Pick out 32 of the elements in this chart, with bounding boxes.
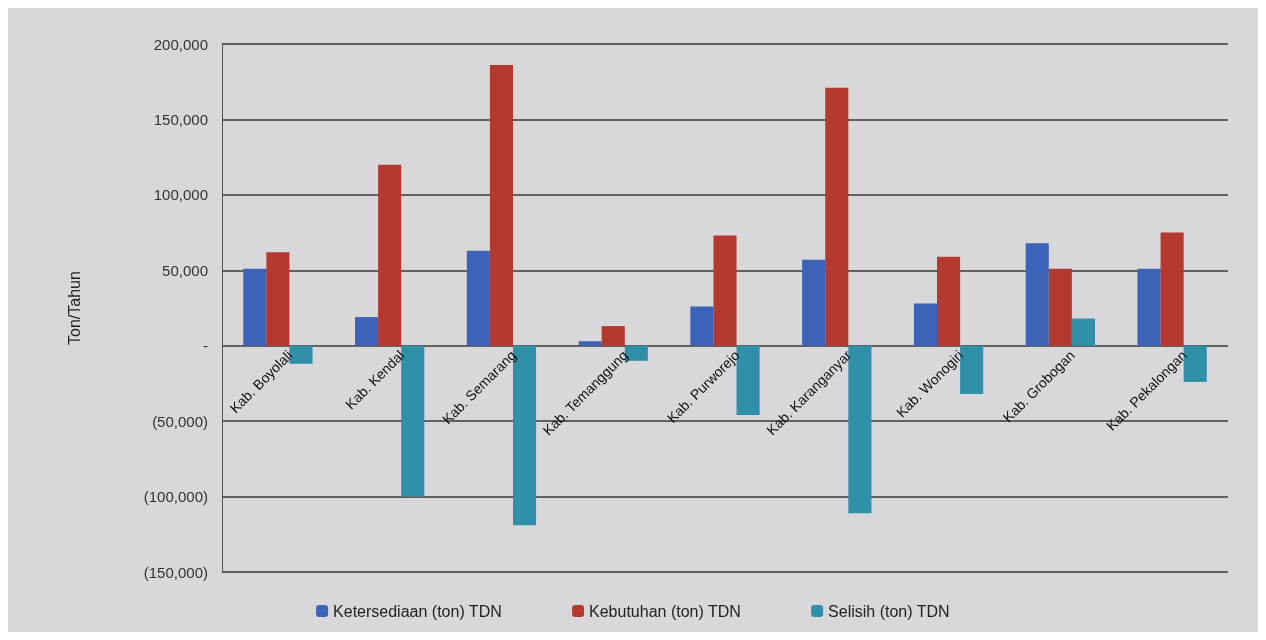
bar	[266, 252, 290, 346]
y-tick-label: 50,000	[162, 261, 208, 279]
legend-label: Kebutuhan (ton) TDN	[589, 602, 741, 620]
bar	[937, 256, 961, 346]
bar	[466, 250, 490, 346]
y-tick-label: (50,000)	[152, 412, 208, 430]
y-tick-label: 200,000	[153, 35, 208, 53]
bar	[913, 303, 938, 346]
bar	[825, 87, 849, 346]
bar	[1048, 268, 1072, 346]
bar	[243, 268, 267, 346]
bar	[355, 317, 379, 346]
bar	[489, 65, 513, 346]
bar	[1025, 243, 1049, 346]
bar	[601, 326, 625, 346]
bar	[802, 259, 826, 346]
bar	[578, 341, 602, 346]
legend-label: Ketersediaan (ton) TDN	[333, 602, 502, 620]
y-tick-label: -	[203, 337, 208, 355]
y-tick-label: (150,000)	[143, 563, 208, 581]
y-axis-title: Ton/Tahun	[65, 271, 83, 345]
bar	[378, 164, 402, 346]
legend-label: Selisih (ton) TDN	[828, 602, 950, 620]
bar	[1137, 268, 1161, 346]
bar	[713, 235, 737, 346]
bar	[1160, 232, 1184, 346]
bar	[1071, 318, 1095, 346]
bar	[690, 306, 714, 346]
y-tick-label: (100,000)	[143, 488, 208, 506]
y-tick-label: 150,000	[153, 110, 208, 128]
bar	[848, 345, 872, 514]
y-tick-label: 100,000	[153, 186, 208, 204]
